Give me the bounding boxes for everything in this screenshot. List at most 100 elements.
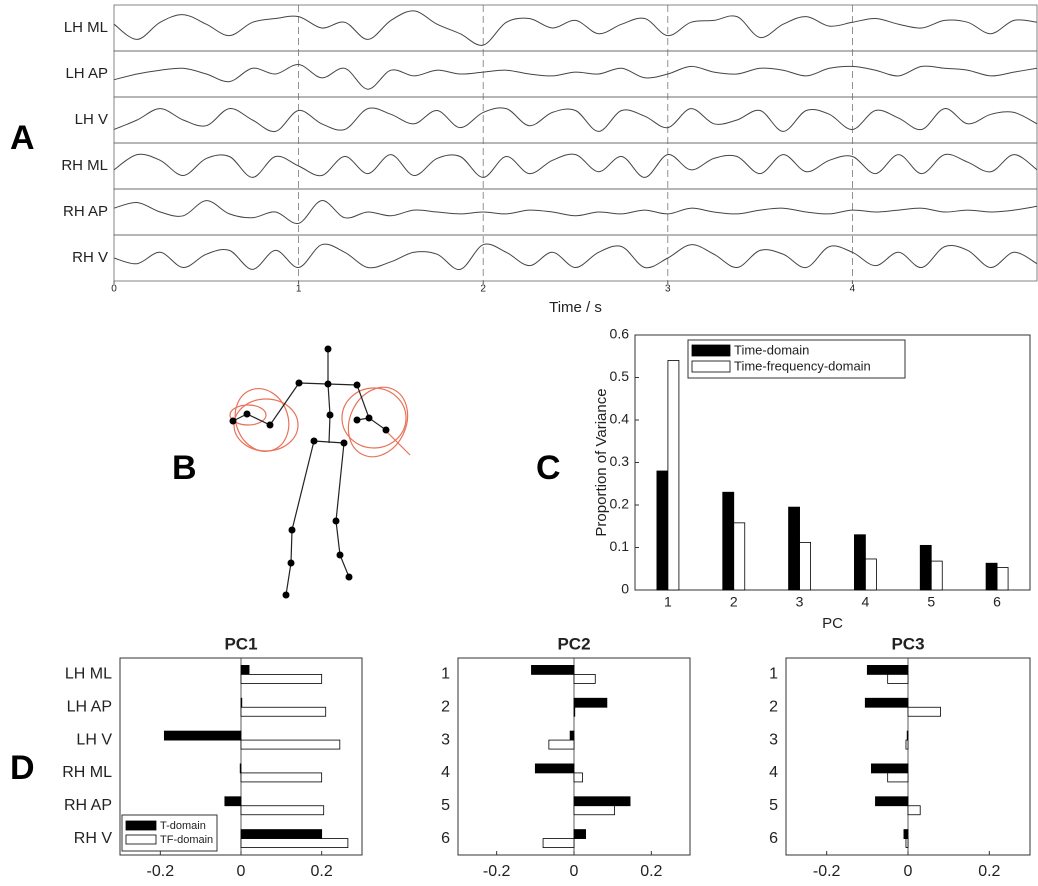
x-tick-label: -0.2 [147,863,175,880]
bar [906,730,909,741]
x-tick-label: 2 [730,594,738,610]
bar [887,674,909,684]
y-tick-label: LH V [76,731,112,748]
trace-frame [113,4,1038,52]
chart-title: PC1 [224,634,257,653]
panel-label: B [172,449,197,487]
bar [240,838,349,848]
y-tick-label: 6 [769,830,778,847]
x-tick-label: 0.2 [640,863,662,880]
trace [113,10,1038,46]
bar [163,730,242,741]
legend-swatch [125,834,157,845]
y-tick-label: 0.2 [610,496,630,512]
row-label: LH ML [64,19,108,36]
y-tick-label: 0.5 [610,368,630,384]
hand-trajectory [229,386,411,458]
bar [531,665,575,675]
y-tick-label: 6 [441,830,450,847]
y-tick-label: 1 [769,666,778,683]
y-tick-label: 2 [769,698,778,715]
bar [907,706,941,717]
trace-frame [113,142,1038,190]
bar [548,739,575,750]
x-axis-label: Time / s [549,299,602,316]
x-tick-label: 3 [796,594,804,610]
bar [542,838,575,848]
bar [907,805,921,816]
y-tick-label: 3 [769,731,778,748]
x-tick-label: 0.2 [978,863,1000,880]
bar [985,562,998,591]
y-tick-label: 0.4 [610,411,630,427]
trace [113,107,1038,133]
bar [573,706,576,717]
bar [534,763,575,774]
panel-label: C [536,449,561,487]
bar [905,838,909,848]
x-tick-label: 4 [850,284,856,295]
x-tick-label: 0 [237,863,246,880]
bar [722,491,735,591]
legend-label: Time-domain [734,342,809,357]
bar [240,805,325,816]
bar [240,739,341,750]
bar [224,796,242,807]
bar [864,697,909,708]
x-tick-label: 3 [665,284,671,295]
x-axis-label: PC [822,615,843,632]
joints [229,345,390,599]
y-tick-label: 2 [441,698,450,715]
bar [240,674,323,684]
y-tick-label: LH AP [67,698,112,715]
legend-swatch [691,360,731,373]
trace-frame [113,188,1038,236]
y-tick-label: 1 [441,666,450,683]
legend-swatch [691,344,731,357]
x-tick-label: 0 [904,863,913,880]
y-tick-label: RH ML [62,764,112,781]
bar [919,544,932,591]
bar [875,796,909,807]
bar [667,360,680,591]
x-tick-label: 5 [927,594,935,610]
bar [903,829,909,839]
bar [573,796,631,807]
x-tick-label: -0.2 [483,863,511,880]
y-tick-label: 5 [769,797,778,814]
trace [113,153,1038,178]
bar [799,542,811,591]
skeleton [232,349,387,596]
bar [930,560,943,591]
bar [240,697,243,708]
y-tick-label: 5 [441,797,450,814]
y-tick-label: 0.1 [610,538,630,554]
bar [656,470,669,591]
y-tick-label: 4 [441,764,450,781]
bar [573,697,608,708]
x-tick-label: -0.2 [813,863,841,880]
x-tick-label: 4 [862,594,870,610]
bar [573,829,587,839]
bar [854,534,866,591]
legend-label: Time-frequency-domain [734,358,871,373]
bar [733,522,746,591]
y-axis-label: Proportion of Variance [593,388,610,536]
bar [996,567,1009,591]
chart-title: PC2 [557,634,590,653]
panel-label: A [10,119,35,157]
trace-frame [113,234,1038,282]
bar [866,665,909,675]
bar [573,805,615,816]
y-tick-label: 0.3 [610,453,630,469]
x-tick-label: 0 [111,284,117,295]
bar [573,772,583,783]
bar [573,674,596,684]
legend-label: T-domain [160,820,206,832]
y-tick-label: 4 [769,764,778,781]
trace-frame [113,50,1038,98]
bar [887,772,909,783]
y-tick-label: LH ML [65,666,112,683]
trace [113,243,1038,270]
y-tick-label: 0 [621,581,629,597]
